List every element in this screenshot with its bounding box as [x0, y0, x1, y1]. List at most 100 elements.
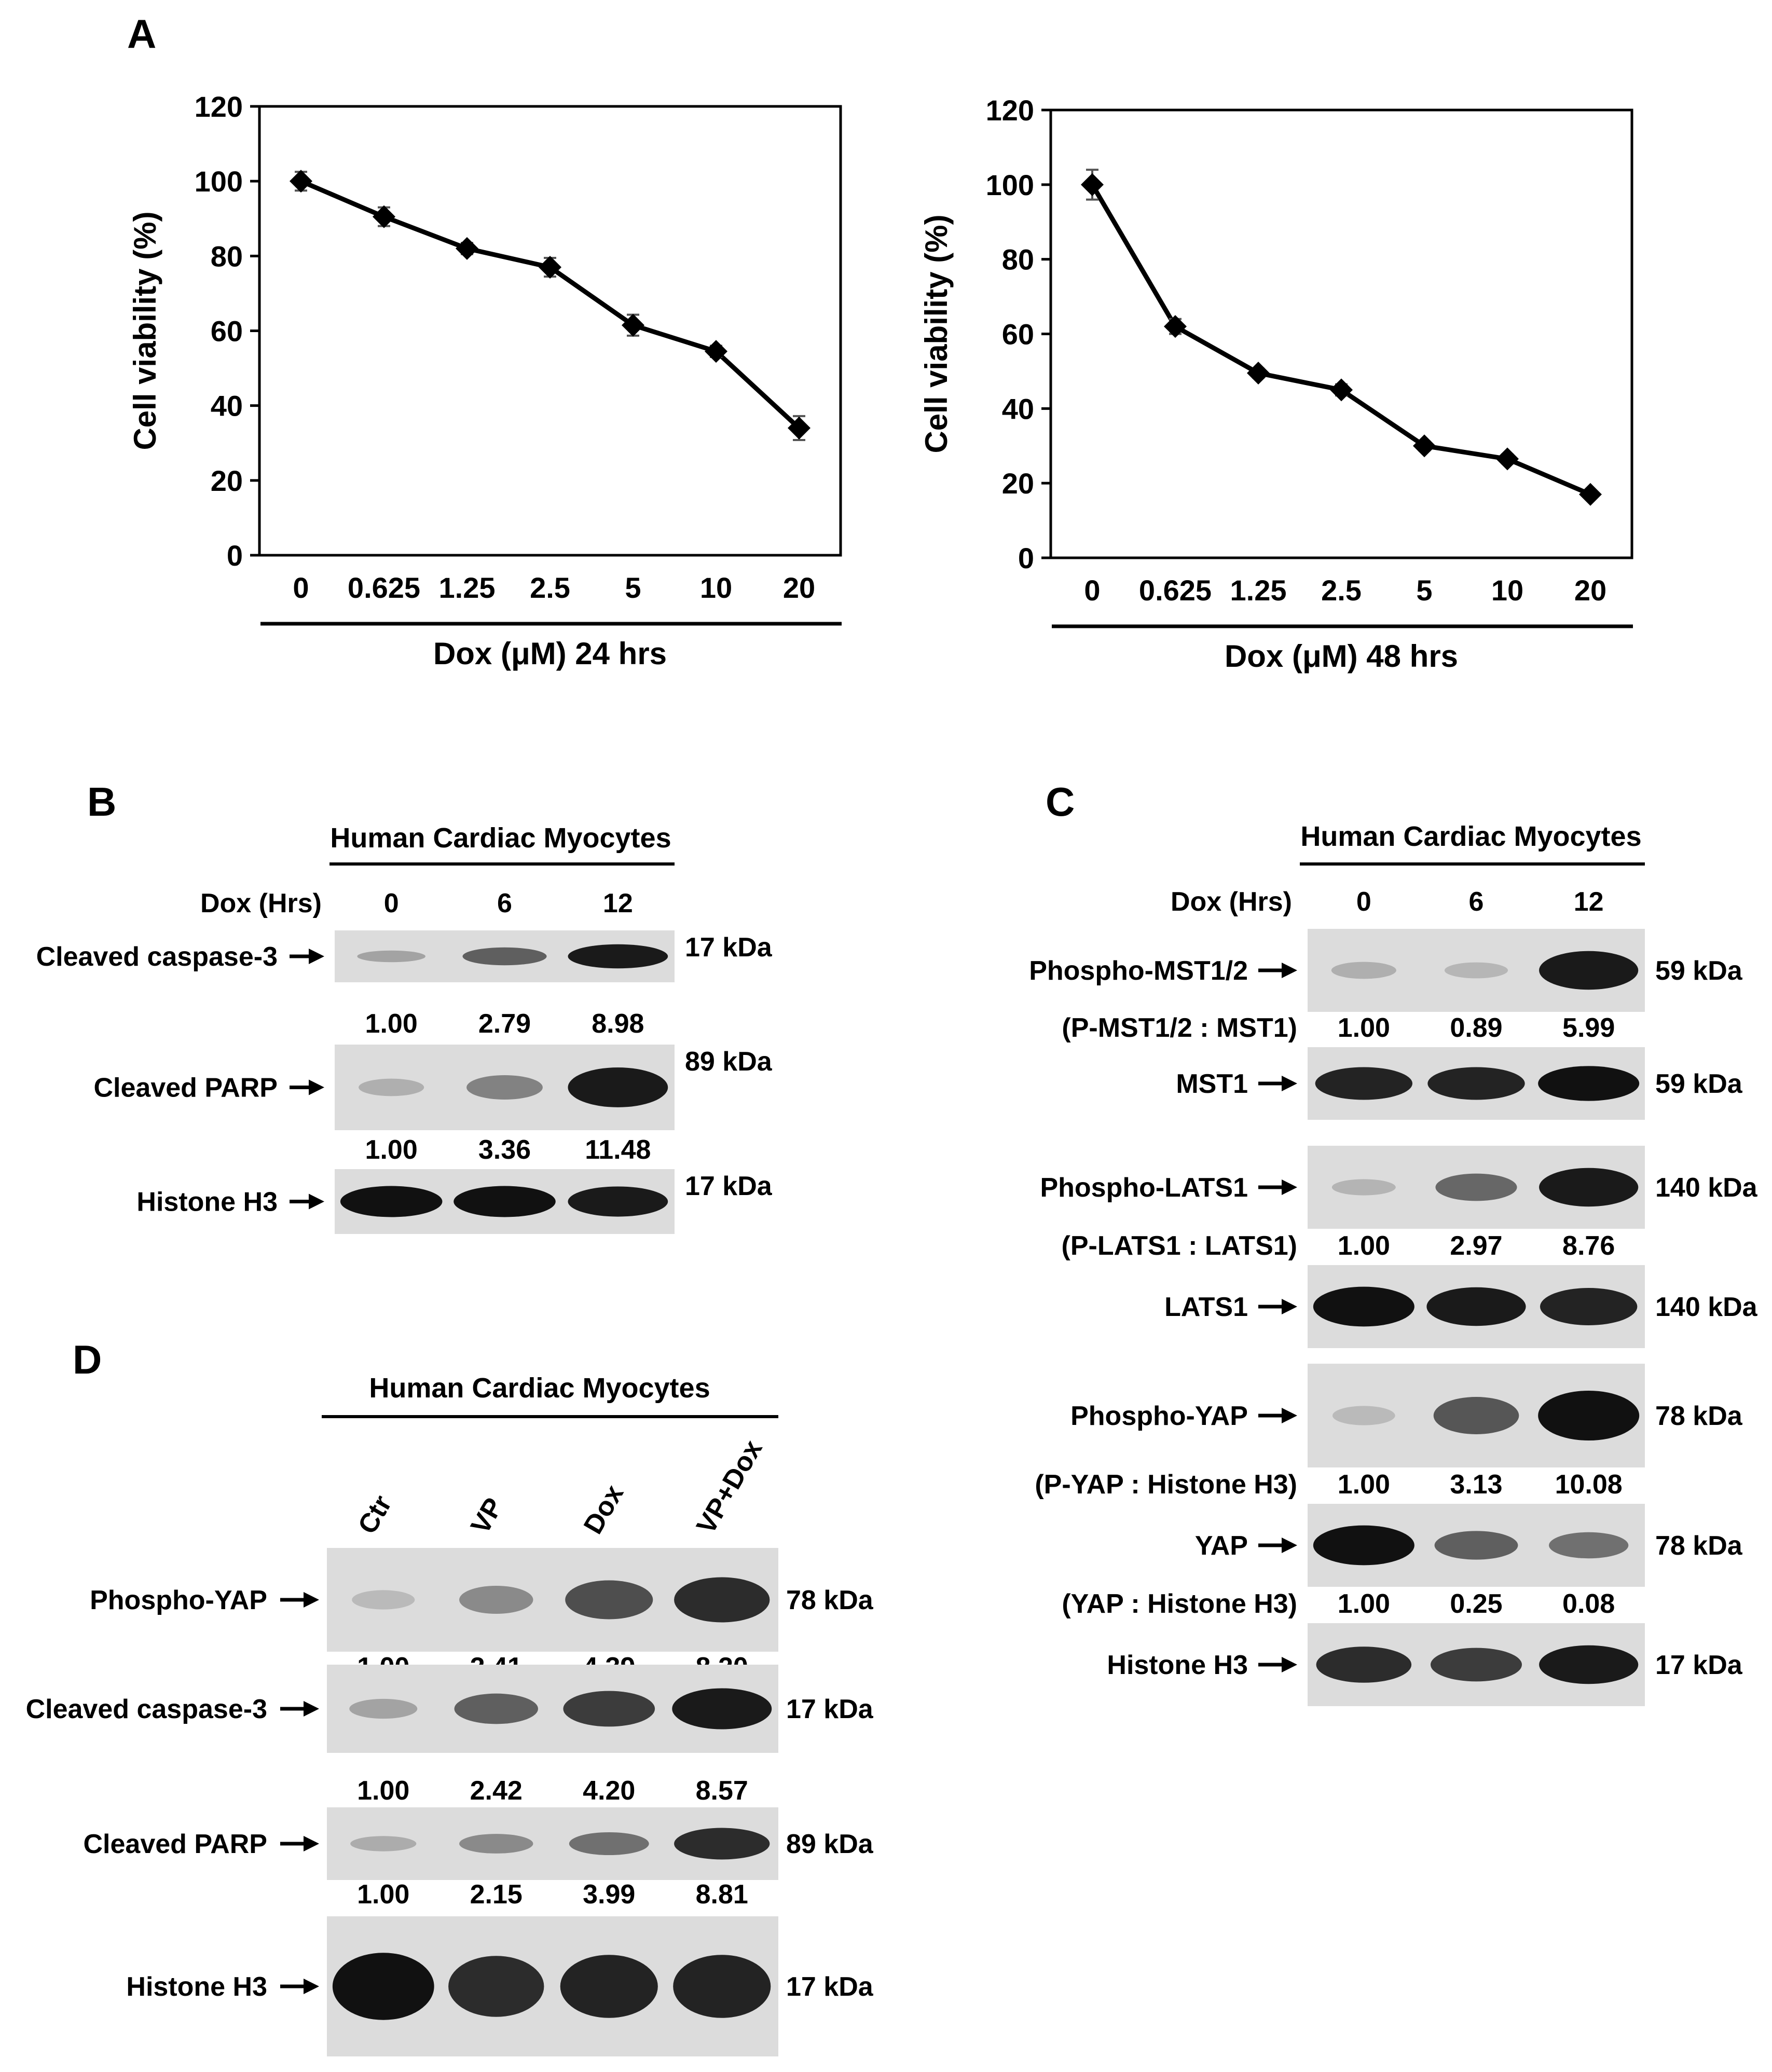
- blot-band: [568, 1186, 668, 1217]
- blot-d-arrow: [280, 1836, 319, 1851]
- blot-band: [1539, 1168, 1639, 1207]
- blot-c-strip: [1308, 1623, 1645, 1706]
- blot-d-value: 8.81: [696, 1879, 748, 1910]
- blot-d-row-label: Phospho-YAP: [90, 1585, 267, 1615]
- blot-band: [568, 1067, 668, 1107]
- blot-band: [459, 1834, 533, 1854]
- blot-d-strip: [327, 1916, 778, 2056]
- blot-b-value: 2.79: [478, 1009, 531, 1039]
- blot-d-lane-label: Ctr: [352, 1490, 398, 1539]
- blot-c-arrow: [1258, 1299, 1297, 1314]
- x-axis-label: Dox (μM) 24 hrs: [433, 636, 667, 671]
- blot-band: [1316, 1646, 1412, 1683]
- plot-frame: [258, 105, 842, 557]
- blot-c-lane-label: 6: [1469, 887, 1484, 917]
- blot-c-ratio-label: (P-LATS1 : LATS1): [1062, 1231, 1298, 1261]
- blot-c-row-label: YAP: [1195, 1531, 1248, 1561]
- blot-c-value: 1.00: [1338, 1589, 1390, 1619]
- blot-d-row-label: Cleaved PARP: [83, 1829, 267, 1859]
- blot-c-arrow: [1258, 1538, 1297, 1553]
- data-point: [705, 340, 727, 363]
- data-point: [788, 416, 811, 440]
- y-tick-label: 40: [211, 390, 243, 422]
- blot-c-ratio-label: (P-YAP : Histone H3): [1035, 1470, 1297, 1500]
- blot-c-arrow: [1258, 1657, 1297, 1672]
- blot-band: [1331, 962, 1396, 979]
- arrow-head: [304, 1701, 319, 1717]
- blot-d-title: Human Cardiac Myocytes: [369, 1373, 710, 1404]
- y-tick-label: 60: [211, 315, 243, 348]
- blot-band: [454, 1186, 556, 1217]
- blot-band: [1313, 1286, 1414, 1327]
- data-point: [1081, 173, 1104, 196]
- y-tick-label: 120: [195, 90, 243, 123]
- blot-b-kda: 89 kDa: [685, 1047, 773, 1077]
- panel-label-a: A: [127, 11, 157, 57]
- blot-b-condition-label: Dox (Hrs): [200, 888, 322, 918]
- blot-band: [448, 1956, 544, 2017]
- blot-d-strip: [327, 1665, 778, 1753]
- x-tick-label: 2.5: [530, 571, 570, 604]
- arrow-head: [1282, 1179, 1297, 1195]
- x-tick-label: 20: [783, 571, 815, 604]
- data-point: [456, 237, 478, 260]
- blot-band: [1539, 1645, 1639, 1684]
- blot-band: [359, 1078, 424, 1096]
- blot-band: [1435, 1173, 1517, 1201]
- blot-d-arrow: [280, 1979, 319, 1994]
- line-chart: [250, 105, 842, 626]
- blot-d-value: 2.42: [470, 1776, 523, 1806]
- blot-d-value: 2.15: [470, 1879, 523, 1910]
- blot-b-arrow: [290, 1193, 324, 1210]
- blot-c-ratio-label: (YAP : Histone H3): [1062, 1589, 1297, 1619]
- blot-c-row-label: Phospho-LATS1: [1040, 1173, 1248, 1203]
- blot-band: [454, 1693, 538, 1724]
- blot-band: [340, 1186, 443, 1217]
- blot-b-lane-label: 6: [497, 888, 512, 918]
- blot-c-value: 0.89: [1450, 1013, 1502, 1043]
- blot-c-value: 1.00: [1338, 1470, 1390, 1500]
- blot-band: [1430, 1648, 1522, 1682]
- blot-c-value: 0.08: [1562, 1589, 1615, 1619]
- arrow-head: [304, 1979, 319, 1994]
- blot-band: [1540, 1288, 1638, 1325]
- x-tick-label: 0.625: [348, 571, 420, 604]
- blot-band: [1434, 1531, 1518, 1560]
- line-chart: [1041, 108, 1633, 628]
- blot-band: [569, 1832, 649, 1856]
- blot-band: [462, 947, 547, 966]
- blot-band: [672, 1688, 772, 1730]
- data-point: [1164, 315, 1187, 338]
- data-point: [1413, 434, 1436, 458]
- blot-b-kda: 17 kDa: [685, 1171, 773, 1201]
- data-point: [1496, 447, 1519, 471]
- blot-b-kda: 17 kDa: [685, 932, 773, 963]
- blot-c-kda: 140 kDa: [1655, 1292, 1758, 1322]
- blot-d-lane-label: VP: [465, 1493, 509, 1539]
- blot-b-strip: [335, 1169, 675, 1234]
- blot-c-strip: [1308, 1504, 1645, 1587]
- y-tick-label: 100: [986, 169, 1034, 201]
- blot-b-strip: [335, 930, 675, 982]
- y-tick-label: 0: [227, 539, 243, 572]
- arrow-head: [1282, 1076, 1297, 1091]
- blot-b-value: 1.00: [365, 1135, 418, 1165]
- blot-c-strip: [1308, 1265, 1645, 1348]
- blot-b-lane-label: 12: [603, 888, 633, 918]
- data-point: [622, 313, 644, 337]
- blot-d-lane-label: VP+Dox: [691, 1435, 768, 1539]
- blot-c-value: 8.76: [1562, 1231, 1615, 1261]
- blot-d-row-label: Histone H3: [126, 1972, 267, 2002]
- blot-c-row-label: Histone H3: [1107, 1650, 1248, 1680]
- blot-band: [352, 1590, 415, 1610]
- blot-band: [466, 1075, 543, 1100]
- blot-c-arrow: [1258, 1179, 1297, 1195]
- data-point: [1579, 483, 1602, 506]
- blot-c-value: 2.97: [1450, 1231, 1502, 1261]
- x-tick-label: 10: [700, 571, 732, 604]
- panel-label-d: D: [73, 1337, 102, 1382]
- y-axis-label: Cell viability (%): [128, 211, 162, 450]
- blot-band: [459, 1586, 533, 1614]
- blot-b-lane-label: 0: [384, 888, 399, 918]
